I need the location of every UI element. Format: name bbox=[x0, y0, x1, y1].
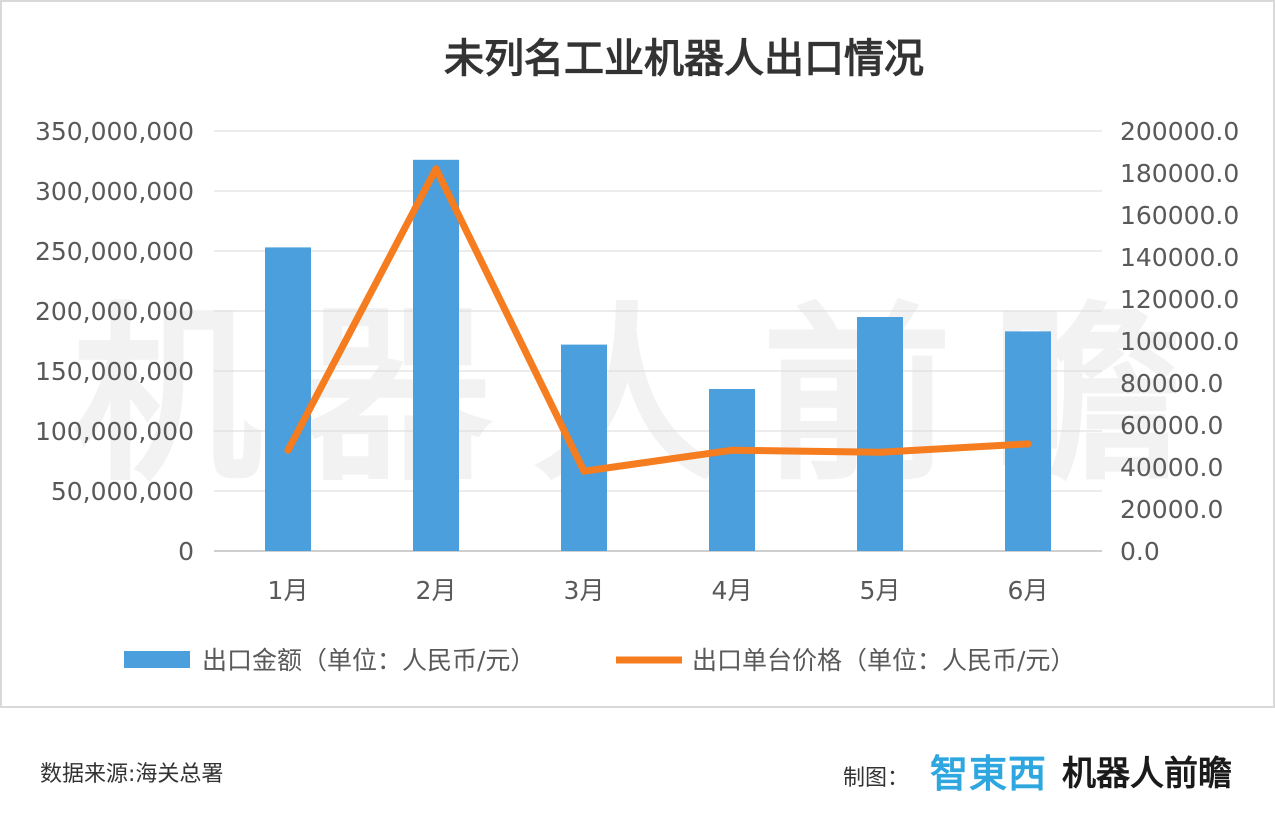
y-right-tick-label: 80000.0 bbox=[1120, 369, 1223, 398]
x-tick-label: 4月 bbox=[712, 576, 753, 605]
line-layer bbox=[284, 165, 1032, 475]
y-left-tick-label: 250,000,000 bbox=[35, 237, 194, 266]
y-right-tick-label: 160000.0 bbox=[1120, 201, 1239, 230]
y-right-tick-label: 200000.0 bbox=[1120, 117, 1239, 146]
line-point bbox=[1024, 440, 1032, 448]
series-line bbox=[284, 165, 1032, 475]
y-left-tick-label: 100,000,000 bbox=[35, 417, 194, 446]
y-right-tick-label: 100000.0 bbox=[1120, 327, 1239, 356]
x-tick-label: 5月 bbox=[860, 576, 901, 605]
axis-layer: 0 50,000,000 100,000,000 150,000,000 200,000… bbox=[35, 117, 1239, 605]
line-point bbox=[432, 165, 440, 173]
bar bbox=[561, 344, 607, 551]
x-tick-label: 6月 bbox=[1008, 576, 1049, 605]
chart-title: 未列名工业机器人出口情况 bbox=[444, 36, 924, 82]
chart-frame: 机器人前瞻 0 50,000,000 100,000,000 150,000,000 2… bbox=[0, 0, 1275, 708]
y-right-tick-label: 180000.0 bbox=[1120, 159, 1239, 188]
legend-label-line: 出口单台价格（单位：人民币/元） bbox=[692, 646, 1075, 675]
grid-layer bbox=[214, 130, 1102, 552]
y-left-tick-label: 150,000,000 bbox=[35, 357, 194, 386]
line-point bbox=[580, 467, 588, 475]
data-source-note: 数据来源:海关总署 bbox=[40, 762, 224, 787]
y-right-tick-label: 20000.0 bbox=[1120, 495, 1223, 524]
legend: 出口金额（单位：人民币/元） 出口单台价格（单位：人民币/元） bbox=[124, 646, 1075, 675]
y-left-tick-label: 200,000,000 bbox=[35, 297, 194, 326]
y-right-tick-label: 120000.0 bbox=[1120, 285, 1239, 314]
robot-frontier-logo: 机器人前瞻 bbox=[1062, 754, 1232, 794]
bar bbox=[857, 317, 903, 551]
x-tick-label: 1月 bbox=[268, 576, 309, 605]
x-tick-label: 2月 bbox=[416, 576, 457, 605]
y-left-tick-label: 300,000,000 bbox=[35, 177, 194, 206]
line-point bbox=[876, 448, 884, 456]
zhidx-logo: 智東西 bbox=[930, 752, 1048, 796]
y-left-tick-label: 50,000,000 bbox=[51, 477, 194, 506]
credit-label: 制图： bbox=[843, 766, 910, 791]
bar bbox=[265, 247, 311, 551]
y-right-tick-label: 60000.0 bbox=[1120, 411, 1223, 440]
y-left-tick-label: 350,000,000 bbox=[35, 117, 194, 146]
y-right-tick-label: 140000.0 bbox=[1120, 243, 1239, 272]
y-left-tick-label: 0 bbox=[178, 537, 194, 566]
x-tick-label: 3月 bbox=[564, 576, 605, 605]
watermark-text: 机器人前瞻 bbox=[72, 286, 1222, 507]
line-point bbox=[284, 446, 292, 454]
y-right-tick-label: 0.0 bbox=[1120, 537, 1160, 566]
bar bbox=[413, 159, 459, 552]
bar bbox=[709, 389, 755, 551]
y-right-tick-label: 40000.0 bbox=[1120, 453, 1223, 482]
line-point bbox=[728, 446, 736, 454]
chart-svg: 机器人前瞻 0 50,000,000 100,000,000 150,000,000 2… bbox=[35, 36, 1239, 675]
legend-swatch-bar bbox=[124, 651, 190, 668]
legend-label-bar: 出口金额（单位：人民币/元） bbox=[202, 646, 535, 675]
